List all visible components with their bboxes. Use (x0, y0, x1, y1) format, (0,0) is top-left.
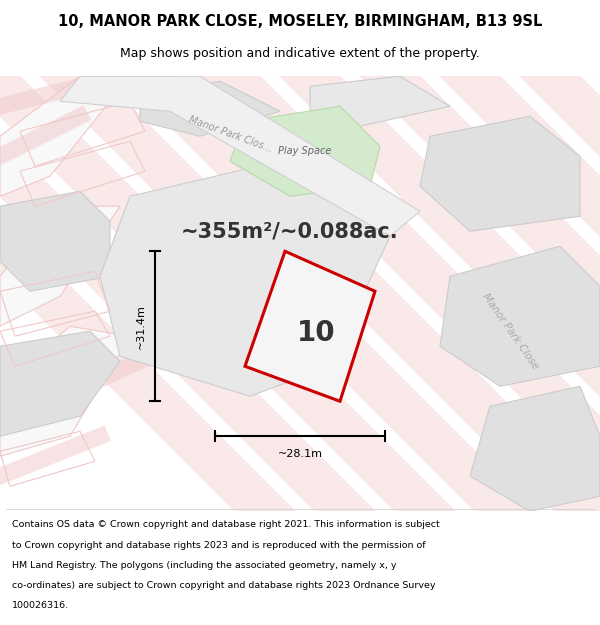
Text: Map shows position and indicative extent of the property.: Map shows position and indicative extent… (120, 48, 480, 61)
Polygon shape (0, 76, 455, 511)
Polygon shape (470, 386, 600, 511)
Text: 10: 10 (297, 319, 335, 346)
Polygon shape (440, 76, 600, 511)
Polygon shape (200, 76, 600, 511)
Text: 100026316.: 100026316. (12, 601, 69, 611)
Text: ~31.4m: ~31.4m (136, 304, 146, 349)
Polygon shape (360, 76, 600, 511)
Text: Contains OS data © Crown copyright and database right 2021. This information is : Contains OS data © Crown copyright and d… (12, 521, 440, 529)
Text: ~28.1m: ~28.1m (277, 449, 323, 459)
Polygon shape (40, 76, 535, 511)
Text: 10, MANOR PARK CLOSE, MOSELEY, BIRMINGHAM, B13 9SL: 10, MANOR PARK CLOSE, MOSELEY, BIRMINGHA… (58, 14, 542, 29)
Polygon shape (0, 76, 295, 511)
Polygon shape (0, 331, 120, 436)
Polygon shape (120, 76, 600, 511)
Polygon shape (100, 156, 390, 396)
Polygon shape (0, 76, 130, 196)
Polygon shape (230, 106, 380, 196)
Polygon shape (60, 76, 420, 236)
Polygon shape (0, 76, 375, 511)
Text: ~355m²/~0.088ac.: ~355m²/~0.088ac. (181, 221, 399, 241)
Polygon shape (440, 246, 600, 386)
Text: co-ordinates) are subject to Crown copyright and database rights 2023 Ordnance S: co-ordinates) are subject to Crown copyr… (12, 581, 436, 590)
Polygon shape (520, 76, 600, 511)
Polygon shape (140, 81, 280, 136)
Polygon shape (280, 76, 600, 511)
Text: Manor Park Clos...: Manor Park Clos... (187, 114, 273, 154)
Text: HM Land Registry. The polygons (including the associated geometry, namely x, y: HM Land Registry. The polygons (includin… (12, 561, 397, 570)
Text: to Crown copyright and database rights 2023 and is reproduced with the permissio: to Crown copyright and database rights 2… (12, 541, 425, 549)
Polygon shape (0, 191, 110, 291)
Polygon shape (0, 326, 130, 456)
Polygon shape (245, 251, 375, 401)
Text: Play Space: Play Space (278, 146, 332, 156)
Polygon shape (310, 76, 450, 126)
Text: Manor Park Close: Manor Park Close (480, 291, 540, 371)
Polygon shape (0, 206, 120, 326)
Polygon shape (420, 116, 580, 231)
